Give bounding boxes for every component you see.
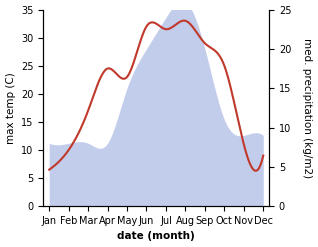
X-axis label: date (month): date (month): [117, 231, 195, 242]
Y-axis label: med. precipitation (kg/m2): med. precipitation (kg/m2): [302, 38, 313, 178]
Y-axis label: max temp (C): max temp (C): [5, 72, 16, 144]
